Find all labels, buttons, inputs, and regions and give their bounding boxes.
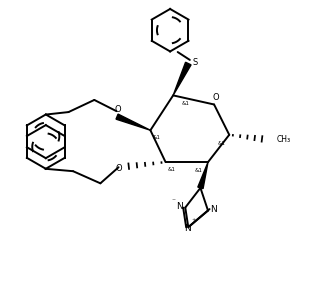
Text: O: O [212,93,219,102]
Text: &1: &1 [152,135,160,140]
Polygon shape [173,62,191,95]
Text: N: N [176,202,183,211]
Polygon shape [116,114,150,130]
Text: ⁻: ⁻ [172,196,176,205]
Polygon shape [198,162,208,188]
Text: O: O [116,164,122,173]
Text: N: N [210,205,217,214]
Text: ⁺: ⁺ [192,217,196,226]
Text: &1: &1 [181,101,189,106]
Text: O: O [114,106,121,114]
Text: N: N [184,224,191,233]
Text: &1: &1 [218,141,226,146]
Text: &1: &1 [168,167,175,172]
Text: &1: &1 [195,168,203,173]
Text: S: S [192,58,197,66]
Text: CH₃: CH₃ [276,135,290,144]
